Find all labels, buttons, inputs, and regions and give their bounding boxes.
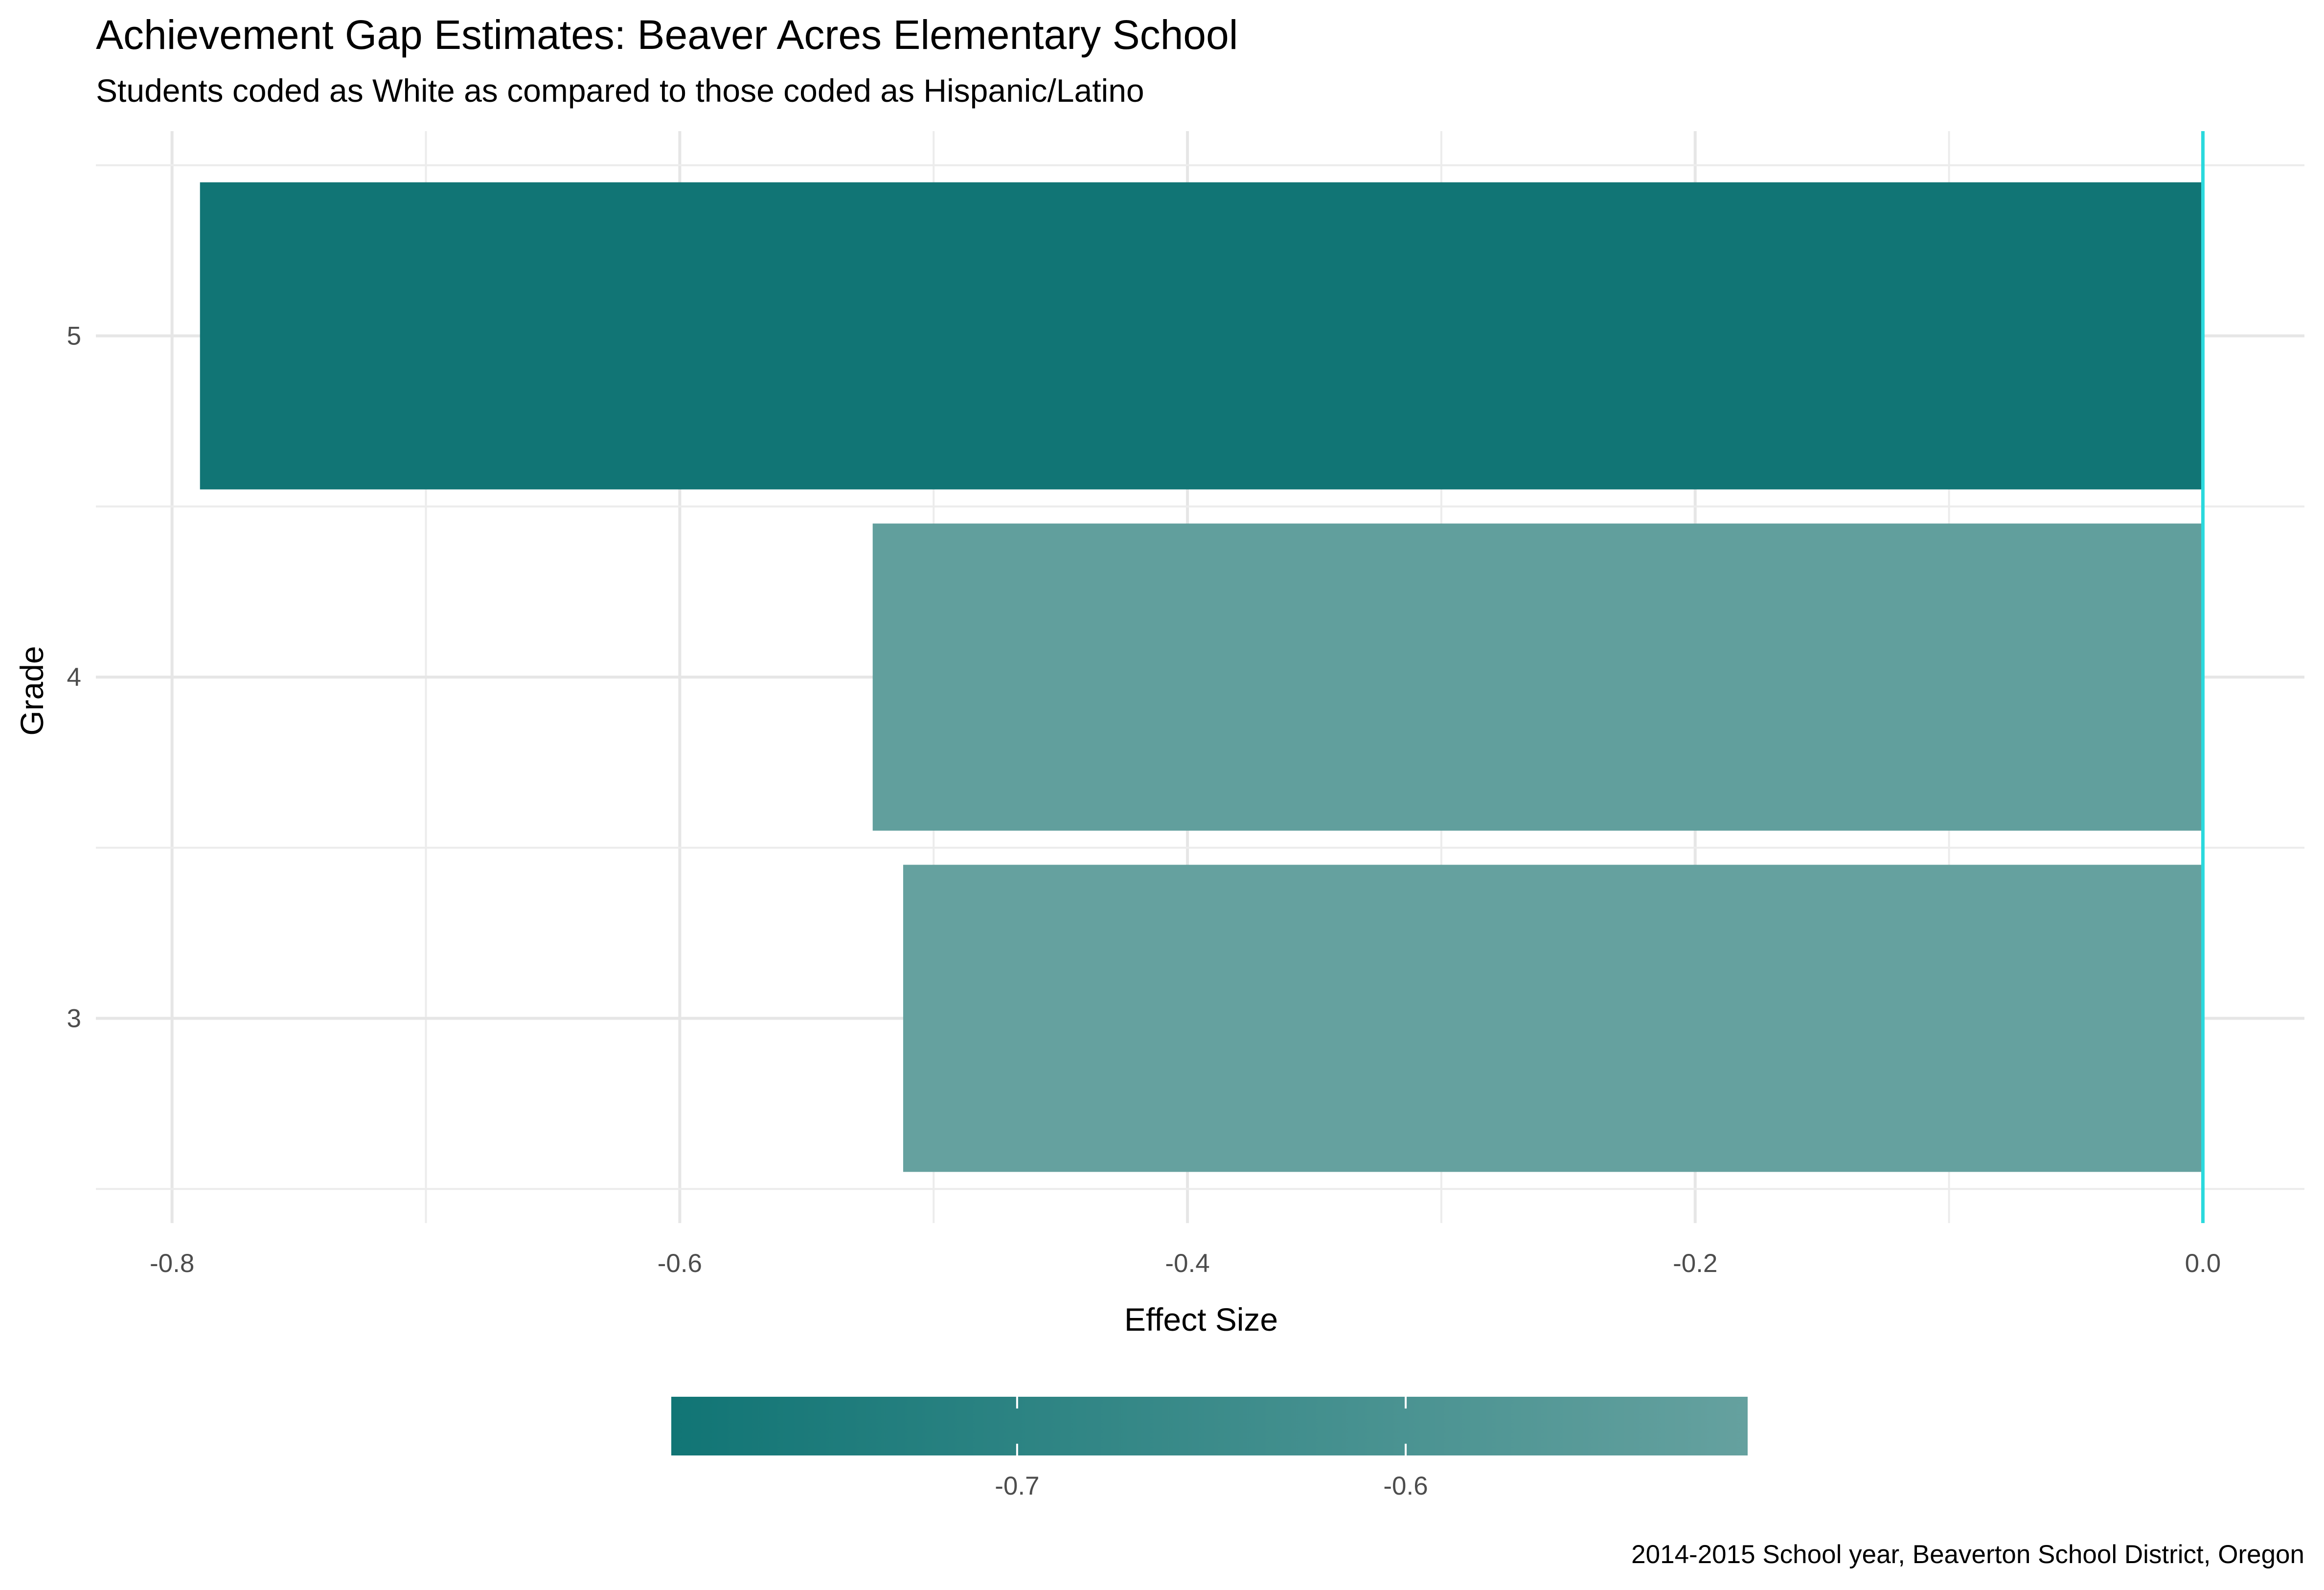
x-axis-title: Effect Size <box>1124 1301 1278 1338</box>
y-tick-label: 3 <box>67 1004 81 1033</box>
x-tick-label: -0.6 <box>658 1249 702 1278</box>
bar-grade-4 <box>872 523 2203 831</box>
x-tick-label: -0.8 <box>150 1249 194 1278</box>
x-tick-label: -0.2 <box>1673 1249 1717 1278</box>
chart-caption: 2014-2015 School year, Beaverton School … <box>1631 1540 2304 1569</box>
x-tick-label: 0.0 <box>2185 1249 2221 1278</box>
x-tick-labels: -0.8 -0.6 -0.4 -0.2 0.0 <box>150 1249 2221 1278</box>
colorbar-tick-label: -0.6 <box>1383 1472 1428 1500</box>
x-tick-label: -0.4 <box>1165 1249 1209 1278</box>
y-tick-label: 5 <box>67 322 81 351</box>
colorbar <box>671 1397 1748 1455</box>
chart-subtitle: Students coded as White as compared to t… <box>96 72 1144 109</box>
y-tick-label: 4 <box>67 663 81 692</box>
y-axis-title: Grade <box>14 646 50 735</box>
bars <box>200 182 2203 1172</box>
colorbar-legend: -0.7 -0.6 <box>671 1397 1748 1500</box>
chart-title: Achievement Gap Estimates: Beaver Acres … <box>96 12 1238 58</box>
colorbar-tick-label: -0.7 <box>995 1472 1039 1500</box>
bar-grade-3 <box>903 864 2203 1172</box>
y-tick-labels: 3 4 5 <box>67 322 81 1033</box>
bar-grade-5 <box>200 182 2203 490</box>
